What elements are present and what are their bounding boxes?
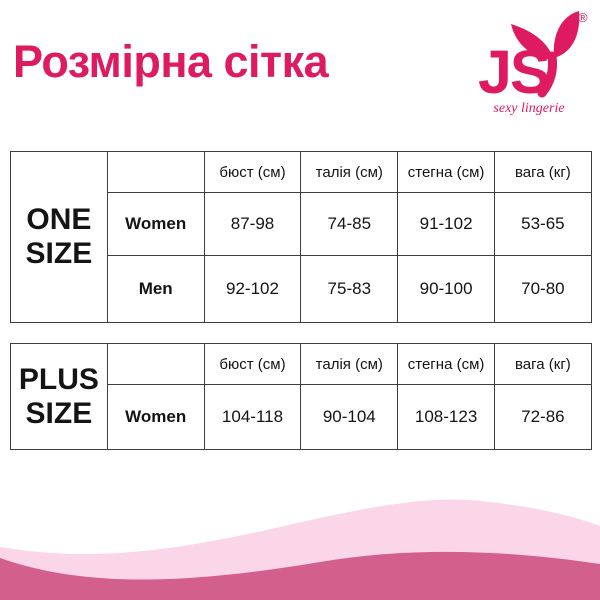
value-hips: 91-102: [397, 192, 495, 256]
one-size-table: ONE SIZE бюст (см) талія (см) стегна (см…: [10, 151, 592, 323]
table-row: Women 104-118 90-104 108-123 72-86: [11, 384, 592, 450]
registered-mark: ®: [578, 10, 588, 25]
value-waist: 74-85: [300, 192, 399, 256]
column-header-weight: вага (кг): [493, 151, 592, 193]
column-header-hips: стегна (см): [397, 343, 495, 385]
wave-decoration: [0, 499, 600, 600]
page-title: Розмірна сітка: [13, 36, 329, 87]
value-weight: 72-86: [493, 384, 592, 450]
row-label-men: Men: [106, 255, 205, 323]
table-row: Women 87-98 74-85 91-102 53-65: [11, 192, 592, 256]
row-label-women: Women: [106, 192, 205, 256]
column-header-waist: талія (см): [300, 343, 399, 385]
jsy-logo: JS ® sexy lingerie: [478, 10, 588, 116]
value-weight: 70-80: [493, 255, 592, 323]
leaf-left-icon: [511, 24, 554, 60]
value-waist: 75-83: [300, 255, 399, 323]
size-group-label: ONE SIZE: [10, 151, 108, 323]
brand-tagline: sexy lingerie: [493, 101, 564, 116]
leaf-right-icon: [553, 11, 580, 58]
size-group-label: PLUS SIZE: [10, 343, 108, 450]
empty-corner-cell: [106, 151, 205, 193]
table-row: Men 92-102 75-83 90-100 70-80: [11, 255, 592, 323]
value-hips: 90-100: [397, 255, 495, 323]
column-header-hips: стегна (см): [397, 151, 495, 193]
leaf-stem-icon: [537, 51, 558, 98]
value-bust: 87-98: [203, 192, 302, 256]
row-label-women: Women: [106, 384, 205, 450]
column-header-waist: талія (см): [300, 151, 399, 193]
column-header-bust: бюст (см): [203, 343, 302, 385]
value-waist: 90-104: [300, 384, 399, 450]
wave-dark: [0, 551, 600, 600]
plus-size-table: PLUS SIZE бюст (см) талія (см) стегна (с…: [10, 343, 592, 450]
value-bust: 104-118: [203, 384, 302, 450]
empty-corner-cell: [106, 343, 205, 385]
column-header-bust: бюст (см): [203, 151, 302, 193]
value-bust: 92-102: [203, 255, 302, 323]
value-weight: 53-65: [493, 192, 592, 256]
column-header-weight: вага (кг): [493, 343, 592, 385]
